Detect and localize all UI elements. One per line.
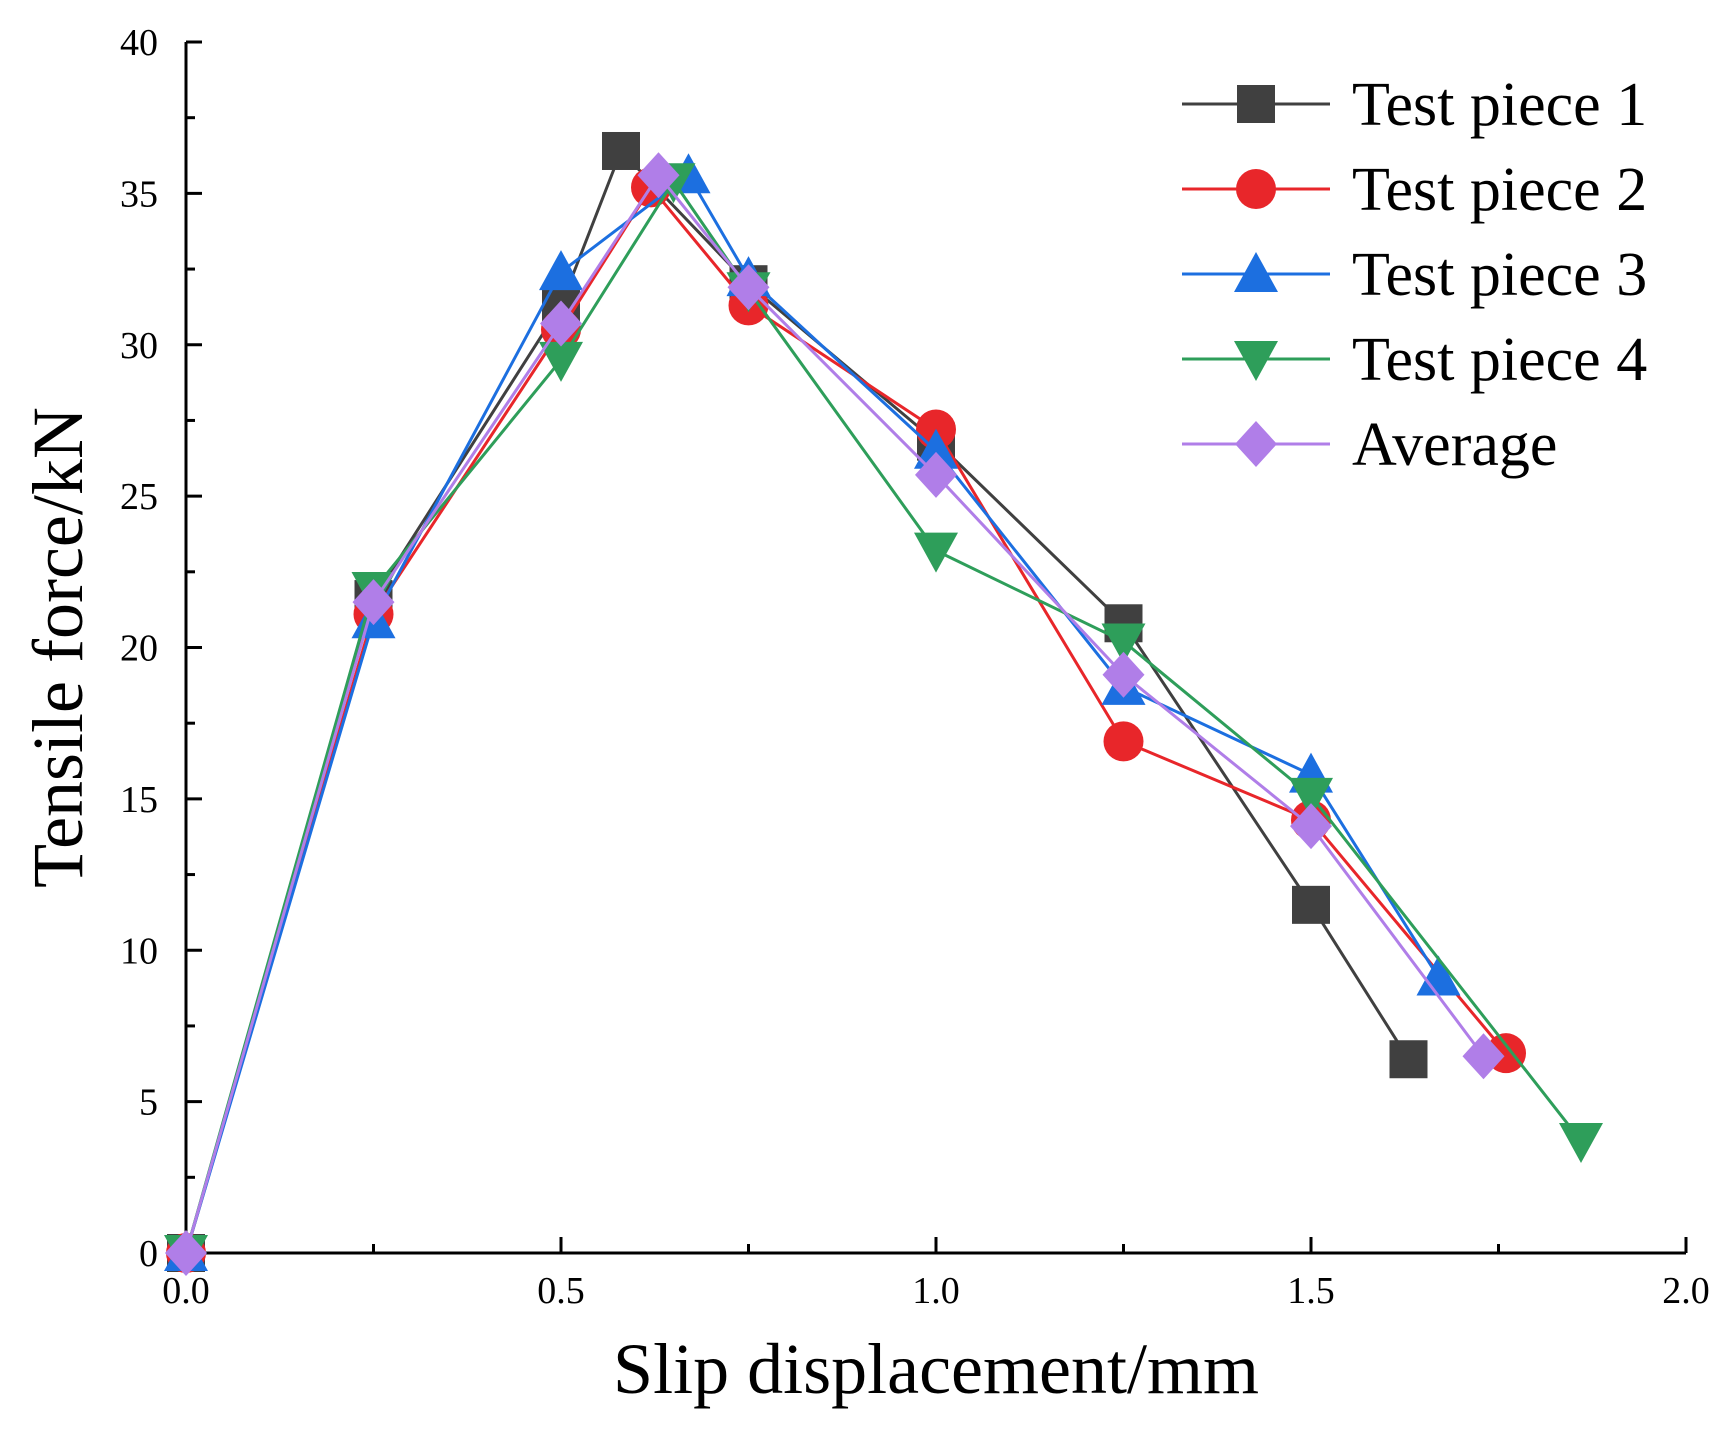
data-point <box>1290 803 1332 850</box>
legend-label: Test piece 3 <box>1352 241 1647 309</box>
x-tick-label: 1.5 <box>1287 1270 1335 1312</box>
legend-item: Test piece 3 <box>1182 241 1647 309</box>
legend-marker <box>1234 252 1278 292</box>
data-point <box>539 341 583 382</box>
legend-label: Test piece 4 <box>1352 326 1647 394</box>
legend-item: Average <box>1182 411 1557 479</box>
legend-item: Test piece 2 <box>1182 156 1647 224</box>
y-axis-title: Tensile force/kN <box>18 407 98 888</box>
legend-marker <box>1236 169 1276 209</box>
y-tick-label: 0 <box>139 1233 158 1275</box>
data-point <box>1416 955 1461 996</box>
y-tick-label: 35 <box>120 173 158 215</box>
y-tick-label: 10 <box>120 930 158 972</box>
y-tick-label: 25 <box>120 476 158 518</box>
data-point <box>1292 885 1330 924</box>
legend: Test piece 1 Test piece 2 Test piece 3 Test… <box>1182 71 1647 479</box>
data-point <box>1389 1040 1428 1079</box>
x-tick-label: 1.0 <box>912 1270 960 1312</box>
x-tick-label: 0.0 <box>162 1270 210 1312</box>
data-point <box>165 1230 207 1276</box>
legend-marker <box>1235 421 1277 467</box>
data-point <box>1101 623 1146 664</box>
data-point <box>1462 1033 1505 1080</box>
data-point <box>727 264 770 311</box>
legend-item: Test piece 4 <box>1182 326 1647 394</box>
data-point <box>915 451 957 498</box>
data-point <box>1103 721 1144 762</box>
y-tick-label: 5 <box>139 1082 158 1124</box>
data-point <box>352 579 395 626</box>
data-point <box>914 532 958 573</box>
data-point <box>914 428 958 469</box>
legend-label: Test piece 2 <box>1352 156 1647 224</box>
legend-label: Test piece 1 <box>1352 71 1647 139</box>
data-point <box>1289 777 1333 818</box>
x-axis-title: Slip displacement/mm <box>613 1329 1259 1409</box>
legend-item: Test piece 1 <box>1182 71 1647 139</box>
series-5 <box>165 152 1505 1276</box>
data-point <box>602 131 640 170</box>
data-point <box>1102 651 1145 698</box>
x-tick-label: 0.5 <box>537 1270 585 1312</box>
legend-label: Average <box>1352 411 1557 479</box>
data-point <box>1559 1122 1603 1163</box>
data-point <box>637 152 680 199</box>
data-point <box>540 300 582 347</box>
y-tick-label: 15 <box>120 779 158 821</box>
y-tick-label: 30 <box>120 325 158 367</box>
x-tick-label: 2.0 <box>1662 1270 1710 1312</box>
series-layer <box>164 131 1603 1276</box>
data-point <box>539 250 583 291</box>
y-tick-label: 40 <box>120 22 158 64</box>
legend-marker <box>1234 341 1278 381</box>
y-tick-label: 20 <box>120 628 158 670</box>
axes: 0.0 0.5 1.0 1.5 2.0 0 5 10 15 20 25 30 35 40 <box>120 22 1710 1312</box>
legend-marker <box>1237 85 1275 123</box>
